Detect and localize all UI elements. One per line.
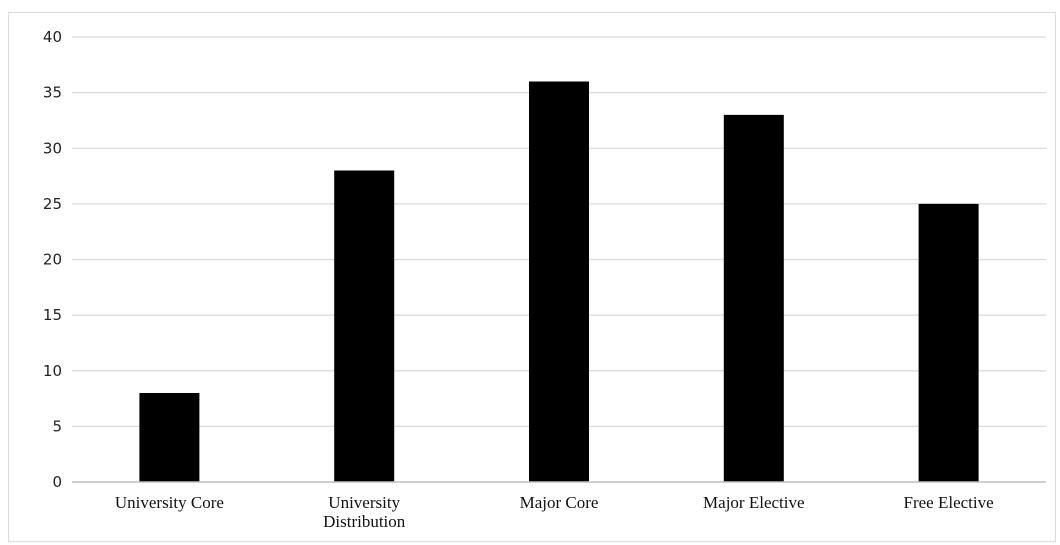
y-tick-label: 5 — [52, 417, 62, 435]
x-category-label: University Distribution — [323, 493, 406, 531]
bars — [139, 81, 979, 482]
y-tick-label: 10 — [43, 362, 62, 380]
y-axis-tick-labels: 0 5 10 15 20 25 30 35 40 — [43, 28, 62, 491]
x-category-label: Major Core — [520, 493, 599, 512]
y-tick-label: 15 — [43, 306, 62, 324]
y-tick-label: 0 — [52, 473, 62, 491]
y-tick-label: 20 — [43, 251, 62, 269]
bar — [723, 114, 784, 482]
x-axis-category-labels: University Core University Distribution Maj… — [115, 493, 994, 531]
bar — [139, 393, 200, 482]
y-tick-label: 25 — [43, 195, 62, 213]
y-tick-label: 35 — [43, 84, 62, 102]
bar — [529, 81, 589, 482]
y-tick-label: 30 — [43, 139, 62, 157]
y-tick-label: 40 — [43, 28, 62, 46]
x-category-label: Major Elective — [703, 493, 805, 512]
x-category-label: University Core — [115, 493, 224, 512]
bar — [918, 203, 979, 482]
x-category-label: Free Elective — [904, 493, 994, 512]
bar — [334, 170, 395, 482]
